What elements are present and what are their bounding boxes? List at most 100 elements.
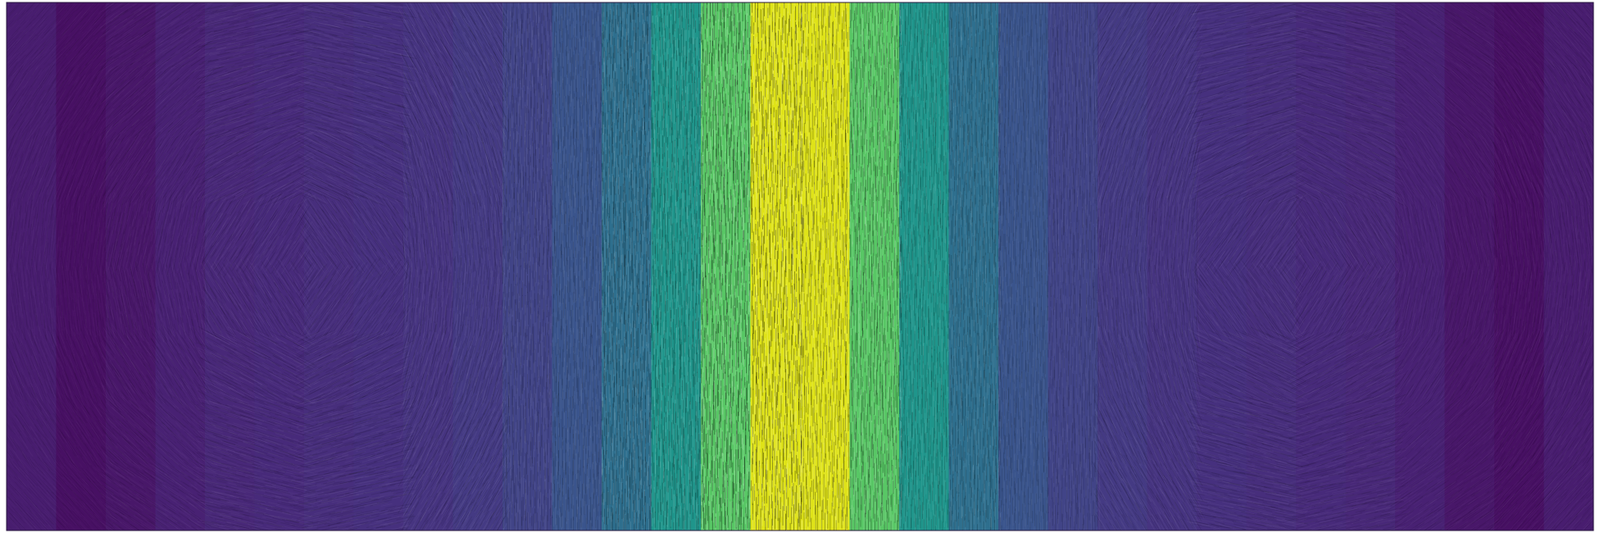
flow-streak bbox=[100, 59, 216, 144]
flow-streak bbox=[602, 189, 703, 279]
flow-streak bbox=[1186, 65, 1309, 138]
flow-streak bbox=[601, 55, 703, 146]
flow-streak bbox=[400, 123, 506, 210]
flow-streak bbox=[1095, 454, 1205, 531]
flow-streak bbox=[1284, 394, 1410, 467]
flow-streak bbox=[602, 2, 704, 80]
flow-streak bbox=[701, 452, 803, 531]
flow-streak bbox=[800, 190, 902, 279]
flow-streak bbox=[900, 454, 1000, 531]
flow-streak bbox=[602, 453, 703, 531]
flow-streak bbox=[1093, 390, 1204, 474]
flow-streak bbox=[6, 321, 113, 411]
flow-streak bbox=[1487, 457, 1594, 531]
flow-streak bbox=[1190, 191, 1305, 275]
flow-streak bbox=[1488, 388, 1595, 475]
flow-streak bbox=[400, 388, 510, 475]
flow-streak bbox=[99, 125, 214, 211]
plot-frame bbox=[6, 2, 1594, 531]
flow-streak bbox=[1290, 189, 1404, 276]
flow-streak bbox=[1487, 59, 1594, 142]
flow-streak bbox=[200, 257, 313, 341]
flow-streak bbox=[1286, 65, 1410, 137]
flow-streak bbox=[294, 462, 416, 531]
flow-streak bbox=[6, 2, 116, 76]
flow-streak bbox=[297, 191, 410, 276]
flow-streak bbox=[295, 2, 418, 71]
flow-streak bbox=[899, 124, 1000, 210]
flow-streak bbox=[294, 395, 415, 464]
flow-streak bbox=[504, 453, 605, 531]
flow-streak bbox=[6, 188, 109, 279]
flow-streak bbox=[702, 124, 803, 213]
flow-streak bbox=[504, 255, 605, 341]
flow-streak bbox=[800, 255, 902, 344]
flow-streak bbox=[899, 321, 1001, 411]
flow-streak bbox=[400, 454, 512, 531]
flow-streak bbox=[1394, 255, 1500, 346]
flow-streak bbox=[701, 2, 803, 81]
flow-streak bbox=[1185, 2, 1308, 71]
flow-streak bbox=[900, 453, 1000, 531]
flow-streak bbox=[1285, 327, 1405, 404]
marks bbox=[6, 2, 1594, 531]
flow-streak bbox=[503, 2, 605, 82]
flow-streak bbox=[800, 453, 902, 531]
flow-streak bbox=[800, 256, 901, 343]
flow-streak bbox=[1286, 128, 1407, 205]
flow-streak bbox=[197, 326, 316, 403]
flow-streak bbox=[6, 60, 114, 145]
flow-streak bbox=[899, 55, 1001, 146]
flow-streak bbox=[195, 65, 314, 138]
flow-streak bbox=[1487, 2, 1595, 78]
flow-streak bbox=[1491, 320, 1594, 409]
flow-streak bbox=[104, 190, 209, 278]
flow-streak bbox=[601, 386, 704, 477]
flow-streak bbox=[800, 322, 902, 410]
flow-streak bbox=[1290, 190, 1403, 273]
flow-streak bbox=[800, 454, 901, 532]
flow-streak bbox=[293, 2, 418, 71]
flow-streak bbox=[702, 388, 803, 477]
flow-streak bbox=[1285, 395, 1407, 467]
flow-streak bbox=[1091, 454, 1204, 531]
flow-streak bbox=[900, 2, 1001, 80]
flow-streak bbox=[399, 2, 512, 78]
flow-streak bbox=[399, 389, 510, 475]
flow-streak bbox=[298, 192, 411, 277]
flow-streak bbox=[800, 124, 901, 214]
flow-streak bbox=[1490, 123, 1594, 213]
flow-streak bbox=[702, 453, 802, 532]
flow-streak bbox=[194, 2, 320, 72]
flow-streak bbox=[700, 321, 802, 409]
flow-streak bbox=[700, 187, 802, 278]
flow-streak bbox=[1285, 462, 1409, 531]
flow-streak bbox=[97, 458, 216, 531]
flow-streak bbox=[197, 327, 315, 404]
flow-streak bbox=[1489, 388, 1594, 474]
flow-streak bbox=[1191, 256, 1305, 342]
flow-streak bbox=[998, 388, 1100, 474]
chart bbox=[0, 0, 1600, 533]
flow-streak bbox=[1385, 2, 1506, 74]
flow-streak bbox=[999, 122, 1100, 212]
flow-streak bbox=[295, 130, 418, 205]
flow-streak bbox=[1097, 254, 1200, 344]
flow-streak bbox=[100, 323, 214, 408]
flow-streak bbox=[801, 2, 901, 80]
flow-streak bbox=[292, 462, 416, 531]
flow-streak bbox=[400, 58, 510, 146]
flow-streak bbox=[401, 323, 509, 410]
flow-streak bbox=[800, 2, 901, 80]
flow-streak bbox=[398, 454, 512, 531]
flow-streak bbox=[193, 463, 315, 531]
flow-streak bbox=[899, 319, 1000, 410]
flow-texture bbox=[6, 2, 1594, 531]
flow-streak bbox=[298, 258, 413, 338]
flow-streak bbox=[702, 254, 803, 346]
plot bbox=[0, 0, 1600, 533]
flow-streak bbox=[1192, 191, 1304, 278]
flow-streak bbox=[1390, 322, 1504, 409]
flow-streak bbox=[292, 66, 414, 137]
flow-streak bbox=[1187, 327, 1308, 402]
